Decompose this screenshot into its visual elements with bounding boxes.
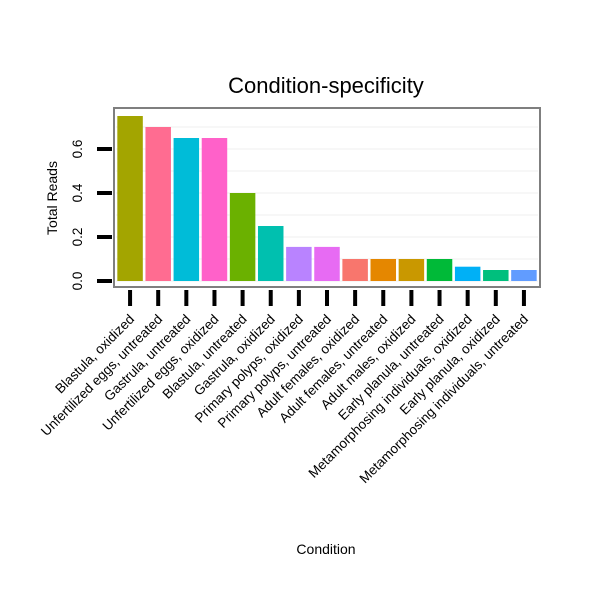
bar: [398, 259, 425, 281]
chart-title: Condition-specificity: [228, 73, 424, 98]
bar: [370, 259, 397, 281]
y-axis: 0.0 0.2 0.4 0.6: [70, 140, 112, 291]
bar: [201, 138, 228, 281]
y-tick-label: 0.2: [70, 228, 85, 247]
bar: [511, 270, 537, 281]
y-axis-title: Total Reads: [44, 161, 60, 235]
bar: [426, 259, 453, 281]
bar: [342, 259, 368, 281]
x-axis-title: Condition: [296, 541, 355, 557]
bar: [173, 138, 200, 281]
bar: [314, 246, 340, 281]
bar: [454, 266, 481, 281]
y-tick-label: 0.0: [70, 272, 85, 291]
bar: [286, 246, 312, 281]
y-tick-label: 0.6: [70, 140, 85, 159]
bar: [145, 127, 171, 281]
y-tick-label: 0.4: [70, 183, 85, 202]
bars: [117, 116, 537, 281]
bar: [483, 270, 509, 281]
bar: [117, 116, 143, 281]
bar: [257, 226, 284, 281]
bar: [229, 193, 256, 281]
